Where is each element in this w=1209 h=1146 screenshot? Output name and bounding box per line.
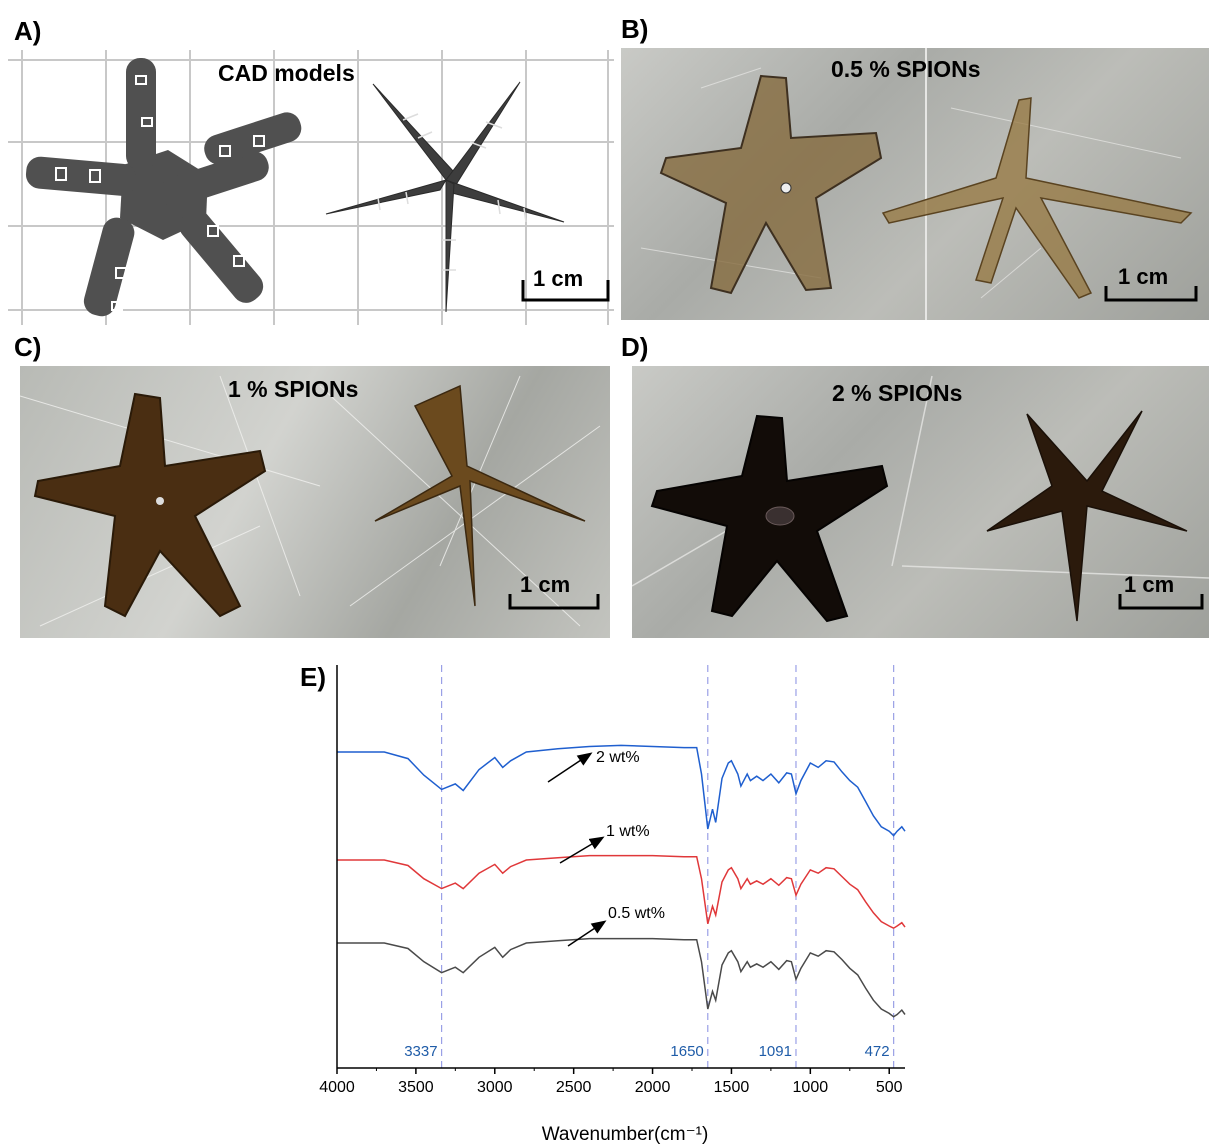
series-annotations: 2 wt% 1 wt% 0.5 wt% — [547, 749, 665, 947]
x-axis-label: Wavenumber(cm⁻¹) — [542, 1124, 709, 1145]
x-tick-label: 1000 — [793, 1079, 829, 1096]
peak-label: 1091 — [759, 1043, 792, 1060]
panel-d-stars — [632, 375, 1209, 623]
panel-a-scale-bar — [521, 280, 610, 302]
panel-c-title: 1 % SPIONs — [228, 376, 359, 402]
peak-label: 472 — [865, 1043, 890, 1060]
panel-d-scale-bar — [1118, 594, 1204, 610]
x-tick-label: 4000 — [319, 1079, 355, 1096]
x-tick-label: 2500 — [556, 1079, 592, 1096]
panel-d-label: D) — [621, 332, 649, 362]
panel-c-scale-bar — [508, 594, 600, 610]
panel-c-star-slim — [374, 384, 586, 607]
x-tick-label: 2000 — [635, 1079, 671, 1096]
panel-b-star-slim — [881, 97, 1193, 299]
cad-grid — [8, 50, 614, 325]
peak-label: 1650 — [670, 1043, 703, 1060]
panel-c-star-segmented — [33, 392, 267, 618]
x-tick-label: 500 — [876, 1079, 903, 1096]
annotation-label: 1 wt% — [606, 823, 650, 840]
panel-b-label: B) — [621, 14, 649, 44]
ftir-chart: 2 wt% 1 wt% 0.5 wt% 4000 3500 3000 2500 2000 15… — [319, 665, 906, 1145]
series-line — [337, 937, 906, 1018]
series-line — [337, 854, 906, 930]
panel-b-star-segmented — [659, 74, 883, 295]
series-line — [337, 744, 906, 837]
x-tick-label: 3500 — [398, 1079, 434, 1096]
panel-c-scale-label: 1 cm — [520, 572, 571, 597]
panel-b-scale-label: 1 cm — [1118, 264, 1169, 289]
x-tick-label: 3000 — [477, 1079, 513, 1096]
panel-d-title: 2 % SPIONs — [832, 380, 963, 406]
panel-d-scale-label: 1 cm — [1124, 572, 1175, 597]
annotation-arrow — [547, 752, 593, 783]
panel-d-photo: 2 % SPIONs 1 cm — [632, 366, 1209, 638]
peak-labels: 3337 1650 1091 472 — [404, 1043, 889, 1060]
annotation-arrow — [567, 920, 607, 947]
panel-a-scale-label: 1 cm — [533, 266, 584, 291]
peak-label: 3337 — [404, 1043, 437, 1060]
spectra-series — [337, 744, 906, 1018]
panel-e-label: E) — [300, 662, 326, 692]
cad-slim-star — [325, 81, 565, 313]
panel-b-stars — [640, 48, 1198, 320]
panel-a-title: CAD models — [218, 60, 355, 86]
annotation-label: 2 wt% — [596, 749, 640, 766]
x-tick-label: 1500 — [714, 1079, 750, 1096]
annotation-label: 0.5 wt% — [608, 905, 665, 922]
panel-c-photo: 1 % SPIONs 1 cm — [20, 366, 610, 638]
axes: 4000 3500 3000 2500 2000 1500 1000 500 — [319, 665, 905, 1096]
panel-a-label: A) — [14, 16, 42, 46]
panel-b-scale-bar — [1104, 286, 1198, 302]
panel-d-star-slim — [986, 410, 1188, 622]
panel-c-stars — [20, 375, 601, 627]
panel-c-label: C) — [14, 332, 42, 362]
panel-b-title: 0.5 % SPIONs — [831, 56, 981, 82]
peak-lines — [441, 665, 895, 1068]
panel-a-cad-models: CAD models 1 cm — [8, 50, 614, 325]
panel-b-photo: 0.5 % SPIONs 1 cm — [621, 48, 1209, 320]
cad-segmented-star — [25, 58, 302, 317]
annotation-arrow — [559, 836, 605, 864]
